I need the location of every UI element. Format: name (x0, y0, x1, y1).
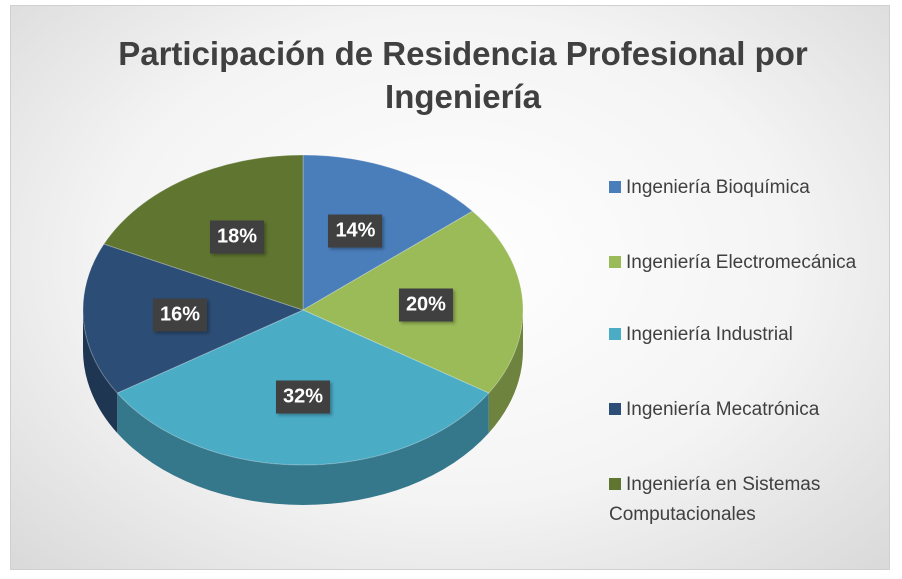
legend-item: Ingeniería en Sistemas Computacionales (609, 470, 879, 530)
legend-label: Ingeniería en Sistemas Computacionales (609, 474, 821, 525)
slice-top (103, 154, 304, 311)
legend-swatch (609, 403, 621, 415)
legend-item: Ingeniería Bioquímica (609, 173, 879, 203)
legend-item: Ingeniería Industrial (609, 320, 879, 350)
data-label: 16% (153, 298, 208, 332)
legend-swatch (609, 478, 621, 490)
legend-swatch (609, 181, 621, 193)
legend-label: Ingeniería Electromecánica (626, 252, 857, 273)
legend-item: Ingeniería Electromecánica (609, 248, 879, 278)
slice (302, 154, 474, 311)
data-label: 32% (275, 380, 331, 414)
legend-item: Ingeniería Mecatrónica (609, 395, 879, 425)
slice-side (488, 310, 523, 434)
legend-label: Ingeniería Mecatrónica (626, 399, 820, 420)
legend-swatch (609, 256, 621, 268)
slice-side (117, 393, 489, 505)
slice (103, 154, 304, 311)
slice-side (83, 310, 118, 434)
data-label: 18% (209, 220, 264, 254)
data-label: 14% (328, 214, 383, 248)
legend-swatch (609, 328, 621, 340)
data-label: 20% (398, 288, 453, 322)
legend-label: Ingeniería Industrial (626, 324, 793, 345)
chart-title: Participación de Residencia Profesional … (118, 35, 808, 115)
slice-top (302, 154, 474, 311)
legend-label: Ingeniería Bioquímica (626, 177, 810, 198)
